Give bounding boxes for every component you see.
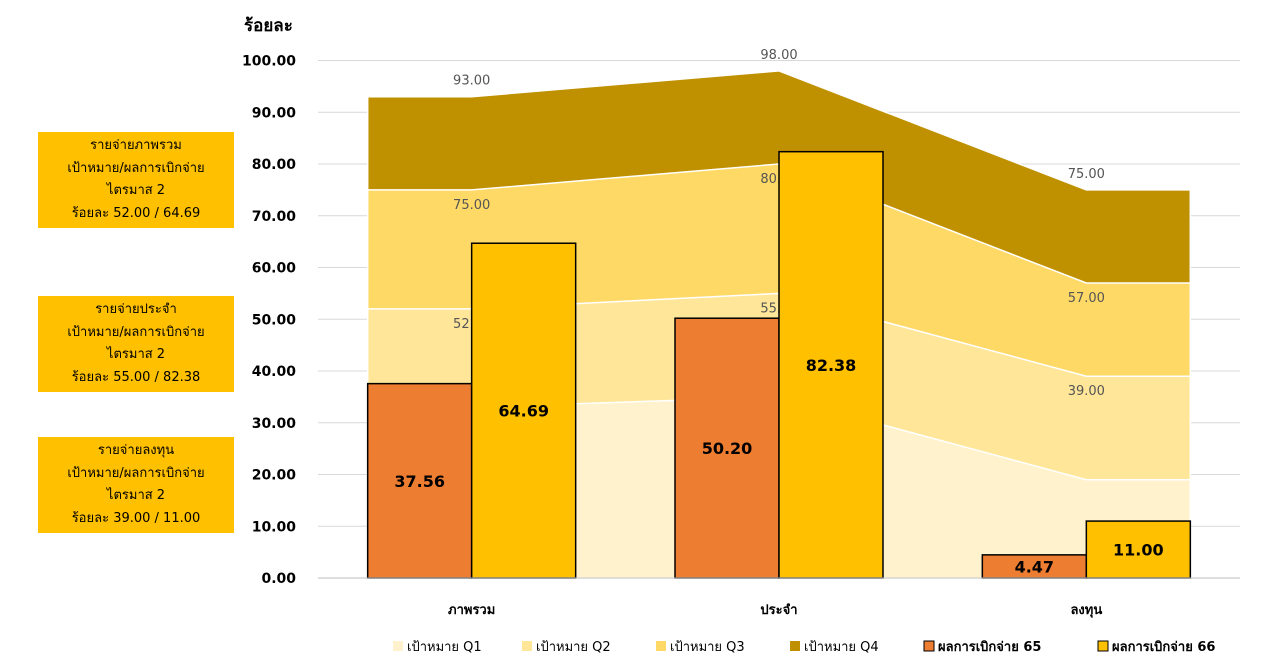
target-value-label: 39.00	[1068, 384, 1105, 399]
legend-label: เป้าหมาย Q4	[804, 640, 879, 655]
y-tick-label: 30.00	[252, 416, 297, 432]
target-value-label: 57.00	[1068, 291, 1105, 306]
bar-result-65	[366, 382, 473, 579]
y-axis-title: ร้อยละ	[244, 16, 293, 36]
y-tick-label: 50.00	[252, 312, 297, 328]
x-category-label: ลงทุน	[1070, 603, 1102, 618]
legend-label: เป้าหมาย Q2	[536, 640, 611, 655]
summary-box-values: ร้อยละ 55.00 / 82.38	[71, 369, 201, 385]
y-tick-label: 90.00	[252, 105, 297, 121]
target-value-label: 98.00	[760, 48, 797, 63]
target-value-label: 93.00	[453, 74, 490, 89]
y-tick-label: 100.00	[242, 54, 296, 70]
legend-swatch	[656, 641, 666, 651]
bar-value-label: 64.69	[498, 402, 549, 421]
y-tick-label: 10.00	[252, 519, 297, 535]
legend-swatch	[790, 641, 800, 651]
y-tick-label: 60.00	[252, 261, 297, 277]
legend-label: เป้าหมาย Q1	[407, 640, 482, 655]
bar-value-label: 50.20	[702, 439, 753, 458]
legend-swatch	[522, 641, 532, 651]
summary-box-title: รายจ่ายลงทุน	[97, 443, 175, 458]
summary-box-title: รายจ่ายภาพรวม	[90, 138, 182, 153]
summary-box-subtitle: เป้าหมาย/ผลการเบิกจ่าย	[67, 465, 205, 481]
summary-box-total: รายจ่ายภาพรวม เป้าหมาย/ผลการเบิกจ่าย ไตร…	[38, 132, 234, 228]
target-value-label: 75.00	[453, 198, 490, 213]
summary-box-subtitle: เป้าหมาย/ผลการเบิกจ่าย	[67, 324, 205, 340]
summary-box-investment: รายจ่ายลงทุน เป้าหมาย/ผลการเบิกจ่าย ไตรม…	[38, 437, 234, 533]
summary-box-values: ร้อยละ 39.00 / 11.00	[71, 510, 201, 526]
bar-value-label: 4.47	[1015, 557, 1054, 576]
summary-box-title: รายจ่ายประจำ	[95, 302, 177, 317]
bar-value-label: 37.56	[394, 472, 445, 491]
summary-box-recurring: รายจ่ายประจำ เป้าหมาย/ผลการเบิกจ่าย ไตรม…	[38, 296, 234, 392]
summary-box-subtitle: เป้าหมาย/ผลการเบิกจ่าย	[67, 160, 205, 176]
legend-swatch	[923, 640, 935, 652]
legend-swatch	[393, 641, 403, 651]
bar-result-65	[674, 317, 780, 579]
legend-label: ผลการเบิกจ่าย 66	[1112, 640, 1215, 655]
summary-box-quarter: ไตรมาส 2	[106, 488, 166, 503]
summary-box-quarter: ไตรมาส 2	[106, 183, 166, 198]
legend-swatch	[1097, 640, 1109, 652]
bar-result-66	[470, 242, 577, 579]
y-tick-label: 0.00	[261, 571, 296, 587]
bar-value-label: 82.38	[806, 356, 857, 375]
summary-box-quarter: ไตรมาส 2	[106, 347, 166, 362]
bar-result-66	[1085, 520, 1192, 579]
x-category-label: ประจำ	[760, 602, 797, 618]
y-tick-label: 70.00	[252, 209, 297, 225]
bar-result-66	[778, 150, 884, 579]
summary-box-values: ร้อยละ 52.00 / 64.69	[71, 205, 201, 221]
y-tick-label: 80.00	[252, 157, 297, 173]
y-tick-label: 40.00	[252, 364, 297, 380]
legend-label: ผลการเบิกจ่าย 65	[938, 640, 1041, 655]
target-value-label: 75.00	[1068, 167, 1105, 182]
legend-label: เป้าหมาย Q3	[670, 640, 745, 655]
x-category-label: ภาพรวม	[448, 603, 495, 618]
y-tick-label: 20.00	[252, 468, 297, 484]
bar-value-label: 11.00	[1113, 541, 1164, 560]
